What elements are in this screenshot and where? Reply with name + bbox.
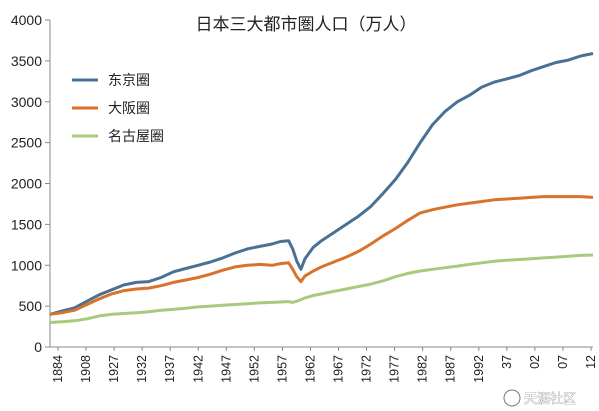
- y-tick-label: 1500: [11, 216, 42, 232]
- x-tick-label: 12: [584, 355, 598, 369]
- chart-title: 日本三大都市圏人口（万人）: [196, 15, 417, 35]
- y-tick-label: 2000: [11, 176, 42, 192]
- x-tick-label: 02: [528, 355, 542, 369]
- watermark-text: 天涯社区: [524, 391, 576, 407]
- x-tick-label: 07: [556, 355, 570, 369]
- watermark: 天涯社区: [503, 389, 576, 407]
- x-tick-label: 1937: [163, 355, 177, 383]
- series-line-3: [49, 253, 594, 324]
- legend-label: 东京圈: [108, 73, 150, 89]
- x-tick-label: 1942: [191, 355, 205, 383]
- x-tick-label: 1982: [416, 355, 430, 383]
- watermark-logo-icon: [503, 389, 521, 407]
- x-tick-label: 1932: [135, 355, 149, 383]
- x-tick-label: 1992: [472, 355, 486, 383]
- legend-label: 大阪圈: [108, 101, 150, 117]
- y-tick-label: 0: [34, 339, 42, 355]
- x-tick-label: 1967: [332, 355, 346, 383]
- x-tick-label: 1977: [388, 355, 402, 383]
- series-line-1: [49, 52, 594, 316]
- series-layer: [49, 52, 594, 324]
- x-tick-label: 1947: [219, 355, 233, 383]
- x-tick-label: 1908: [79, 355, 93, 383]
- x-tick-label: 1952: [247, 355, 261, 383]
- y-tick-label: 500: [19, 298, 43, 314]
- y-tick-label: 1000: [11, 257, 42, 273]
- x-axis-ticks: 1884 1908 1927 1932 1937 1942 1947 1952 1957 1962…: [51, 347, 598, 383]
- x-tick-label: 1987: [444, 355, 458, 383]
- x-tick-label: 1972: [360, 355, 374, 383]
- x-tick-label: 1962: [303, 355, 317, 383]
- y-tick-label: 2500: [11, 135, 42, 151]
- x-tick-label: 1884: [51, 355, 65, 383]
- y-tick-label: 3500: [11, 53, 42, 69]
- x-tick-label: 1927: [107, 355, 121, 383]
- x-tick-label: 1957: [275, 355, 289, 383]
- y-tick-label: 3000: [11, 94, 42, 110]
- legend-label: 名古屋圈: [108, 129, 164, 145]
- series-line-2: [49, 195, 594, 316]
- x-tick-label: 37: [500, 355, 514, 369]
- y-tick-label: 4000: [11, 12, 42, 28]
- y-axis-ticks: 0 500 1000 1500 2000 2500 3000 3500 4000: [11, 12, 50, 355]
